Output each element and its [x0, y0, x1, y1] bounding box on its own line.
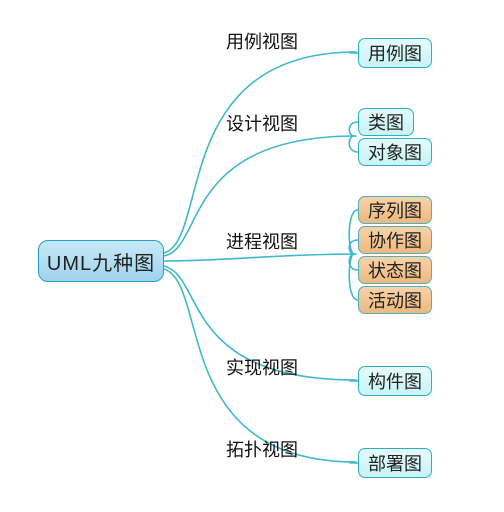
branch-label: 设计视图 — [226, 110, 298, 136]
branch-label: 进程视图 — [226, 228, 298, 254]
leaf-node[interactable]: 活动图 — [358, 286, 432, 314]
root-node[interactable]: UML九种图 — [38, 240, 164, 282]
leaf-node[interactable]: 对象图 — [358, 138, 432, 166]
leaf-node[interactable]: 部署图 — [358, 448, 432, 478]
mindmap-canvas: UML九种图 用例视图 用例图设计视图 类图对象图进程视图 序列图协作图状态图活动图实现… — [0, 0, 504, 512]
leaf-node[interactable]: 协作图 — [358, 226, 432, 254]
leaf-node[interactable]: 状态图 — [358, 256, 432, 284]
branch-label: 用例视图 — [226, 28, 298, 54]
leaf-node[interactable]: 构件图 — [358, 366, 432, 396]
leaf-node[interactable]: 序列图 — [358, 196, 432, 224]
branch-label: 实现视图 — [226, 354, 298, 380]
branch-label: 拓扑视图 — [226, 436, 298, 462]
leaf-node[interactable]: 类图 — [358, 108, 414, 136]
leaf-node[interactable]: 用例图 — [358, 38, 432, 68]
